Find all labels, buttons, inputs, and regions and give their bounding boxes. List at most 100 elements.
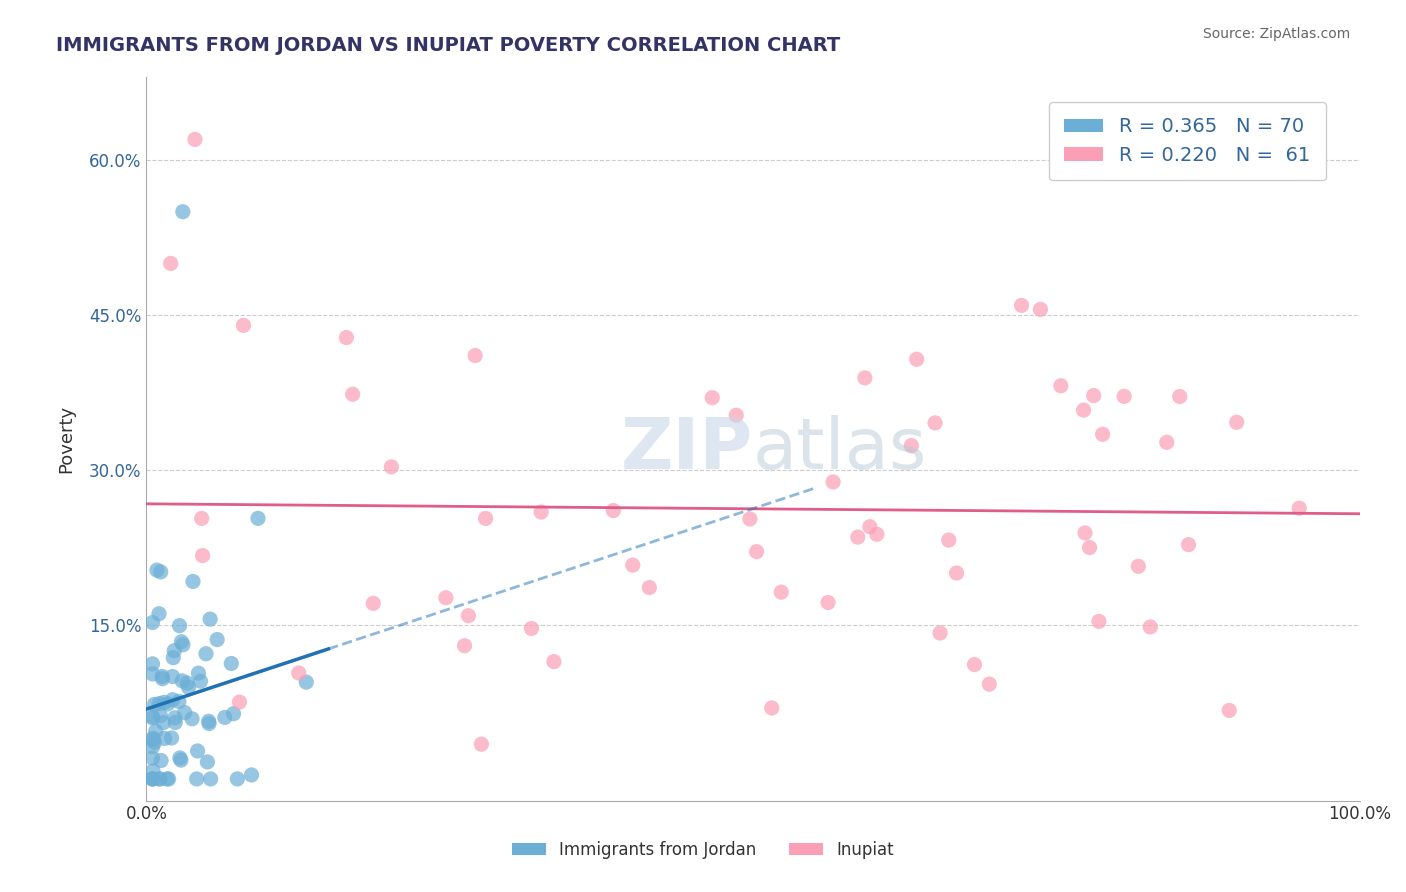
Inupiat (380, 459, 402, 474)
Inupiat (530, 505, 553, 519)
Immigrants from Jordan (295, 675, 318, 690)
Inupiat (1091, 427, 1114, 442)
Immigrants from Jordan (198, 716, 221, 731)
Inupiat (866, 527, 889, 541)
Immigrants from Jordan (247, 511, 270, 525)
Inupiat (770, 585, 793, 599)
Inupiat (1226, 415, 1249, 429)
Immigrants from Jordan (219, 657, 242, 671)
Immigrants from Jordan (148, 772, 170, 786)
Immigrants from Jordan (222, 706, 245, 721)
Immigrants from Jordan (141, 739, 163, 754)
Inupiat (228, 695, 250, 709)
Inupiat (938, 533, 960, 548)
Immigrants from Jordan (142, 764, 165, 778)
Immigrants from Jordan (141, 772, 163, 786)
Immigrants from Jordan (141, 751, 163, 765)
Immigrants from Jordan (198, 612, 221, 626)
Inupiat (1078, 541, 1101, 555)
Inupiat (1073, 403, 1095, 417)
Inupiat (1288, 501, 1310, 516)
Inupiat (905, 352, 928, 367)
Immigrants from Jordan (153, 695, 176, 709)
Immigrants from Jordan (165, 715, 187, 730)
Inupiat (859, 519, 882, 533)
Text: IMMIGRANTS FROM JORDAN VS INUPIAT POVERTY CORRELATION CHART: IMMIGRANTS FROM JORDAN VS INUPIAT POVERT… (56, 36, 841, 54)
Immigrants from Jordan (176, 676, 198, 690)
Inupiat (1011, 298, 1033, 312)
Immigrants from Jordan (162, 692, 184, 706)
Immigrants from Jordan (157, 772, 180, 786)
Inupiat (979, 677, 1001, 691)
Immigrants from Jordan (160, 731, 183, 745)
Inupiat (900, 439, 922, 453)
Inupiat (520, 622, 543, 636)
Immigrants from Jordan (152, 715, 174, 730)
Immigrants from Jordan (205, 632, 228, 647)
Inupiat (470, 737, 492, 751)
Immigrants from Jordan (187, 744, 209, 758)
Inupiat (191, 549, 214, 563)
Immigrants from Jordan (141, 615, 163, 630)
Immigrants from Jordan (149, 708, 172, 723)
Inupiat (543, 655, 565, 669)
Immigrants from Jordan (148, 697, 170, 711)
Immigrants from Jordan (149, 565, 172, 579)
Immigrants from Jordan (162, 669, 184, 683)
Immigrants from Jordan (141, 772, 163, 786)
Immigrants from Jordan (195, 755, 218, 769)
Immigrants from Jordan (141, 732, 163, 747)
Immigrants from Jordan (181, 574, 204, 589)
Immigrants from Jordan (163, 711, 186, 725)
Inupiat (853, 371, 876, 385)
Inupiat (159, 256, 181, 270)
Immigrants from Jordan (172, 638, 194, 652)
Immigrants from Jordan (141, 667, 163, 681)
Immigrants from Jordan (141, 657, 163, 671)
Immigrants from Jordan (162, 650, 184, 665)
Immigrants from Jordan (226, 772, 249, 786)
Inupiat (1083, 388, 1105, 402)
Immigrants from Jordan (186, 772, 208, 786)
Inupiat (1128, 559, 1150, 574)
Inupiat (1049, 378, 1071, 392)
Immigrants from Jordan (143, 735, 166, 749)
Immigrants from Jordan (200, 772, 222, 786)
Legend: Immigrants from Jordan, Inupiat: Immigrants from Jordan, Inupiat (506, 835, 900, 866)
Inupiat (190, 511, 212, 525)
Immigrants from Jordan (173, 706, 195, 720)
Inupiat (1139, 620, 1161, 634)
Inupiat (1177, 538, 1199, 552)
Inupiat (1156, 435, 1178, 450)
Immigrants from Jordan (194, 647, 217, 661)
Inupiat (761, 701, 783, 715)
Inupiat (817, 595, 839, 609)
Inupiat (335, 330, 357, 344)
Inupiat (745, 544, 768, 558)
Inupiat (342, 387, 364, 401)
Legend: R = 0.365   N = 70, R = 0.220   N =  61: R = 0.365 N = 70, R = 0.220 N = 61 (1049, 102, 1326, 180)
Immigrants from Jordan (170, 634, 193, 648)
Inupiat (963, 657, 986, 672)
Immigrants from Jordan (177, 681, 200, 695)
Inupiat (638, 581, 661, 595)
Inupiat (1218, 703, 1240, 717)
Immigrants from Jordan (169, 751, 191, 765)
Immigrants from Jordan (146, 563, 169, 577)
Inupiat (434, 591, 457, 605)
Immigrants from Jordan (172, 673, 194, 688)
Immigrants from Jordan (197, 714, 219, 729)
Immigrants from Jordan (156, 697, 179, 711)
Immigrants from Jordan (149, 772, 172, 786)
Immigrants from Jordan (145, 724, 167, 739)
Inupiat (1168, 390, 1191, 404)
Inupiat (1088, 615, 1111, 629)
Immigrants from Jordan (141, 711, 163, 725)
Y-axis label: Poverty: Poverty (58, 405, 75, 473)
Inupiat (464, 349, 486, 363)
Inupiat (846, 530, 869, 544)
Inupiat (474, 511, 496, 525)
Text: Source: ZipAtlas.com: Source: ZipAtlas.com (1202, 27, 1350, 41)
Immigrants from Jordan (187, 666, 209, 681)
Inupiat (453, 639, 475, 653)
